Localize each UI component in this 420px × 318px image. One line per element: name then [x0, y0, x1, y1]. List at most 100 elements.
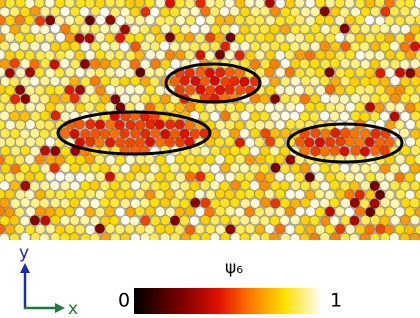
particle: [329, 197, 340, 209]
particle: [264, 32, 275, 43]
particle: [404, 0, 415, 9]
particle: [94, 0, 106, 9]
particle: [249, 214, 261, 226]
particle: [104, 137, 116, 148]
particle: [14, 136, 26, 148]
particle: [34, 85, 45, 96]
particle: [345, 84, 356, 96]
particle: [134, 15, 146, 26]
particle: [79, 197, 90, 209]
particle: [410, 163, 420, 174]
particle: [156, 241, 166, 251]
particle: [350, 93, 361, 104]
particle: [394, 102, 406, 113]
particle: [229, 111, 241, 122]
particle: [4, 224, 16, 235]
particle: [234, 14, 245, 25]
particle: [25, 101, 36, 113]
particle: [159, 197, 171, 209]
particle: [114, 67, 126, 78]
particle: [210, 24, 221, 35]
particle: [99, 23, 110, 35]
particle: [384, 0, 395, 8]
particle: [224, 0, 235, 9]
particle: [119, 93, 131, 105]
particle: [339, 127, 351, 139]
particle: [284, 171, 296, 183]
particle: [319, 180, 331, 192]
particle: [9, 41, 20, 53]
particle: [19, 215, 31, 227]
particle: [354, 101, 366, 113]
particle: [394, 119, 405, 131]
particle: [360, 6, 371, 18]
particle: [259, 93, 270, 105]
particle: [114, 137, 126, 148]
particle: [214, 67, 226, 78]
particle: [159, 40, 170, 52]
particle: [0, 84, 6, 95]
particle: [85, 188, 96, 200]
particle: [354, 172, 365, 183]
particle: [59, 215, 71, 226]
particle: [154, 189, 165, 200]
particle: [29, 41, 41, 52]
particle: [64, 102, 76, 113]
particle: [219, 180, 230, 192]
particle: [39, 180, 51, 192]
particle: [386, 242, 396, 252]
particle: [214, 15, 226, 26]
particle: [274, 50, 286, 61]
particle: [94, 137, 105, 148]
particle: [5, 0, 16, 9]
particle: [405, 119, 416, 130]
particle: [294, 32, 305, 44]
particle: [324, 206, 336, 217]
particle: [285, 119, 296, 130]
particle: [200, 6, 211, 17]
particle: [24, 189, 35, 200]
particle: [290, 198, 301, 209]
particle: [314, 188, 325, 200]
particle: [44, 32, 56, 43]
particle: [309, 233, 320, 240]
particle: [119, 128, 130, 139]
particle: [389, 232, 400, 240]
particle: [39, 145, 51, 156]
particle: [79, 58, 91, 70]
particle: [294, 119, 306, 130]
particle: [254, 101, 265, 113]
particle: [384, 32, 395, 44]
particle: [239, 163, 250, 174]
particle: [104, 50, 116, 61]
particle: [49, 180, 60, 191]
particle: [364, 0, 376, 9]
particle: [219, 197, 230, 209]
particle: [254, 224, 265, 235]
particle: [20, 6, 31, 18]
particle: [44, 84, 56, 96]
particle: [124, 84, 136, 95]
particle: [205, 223, 216, 235]
particle: [224, 14, 235, 26]
particle: [160, 214, 171, 226]
particle: [224, 136, 235, 147]
particle: [379, 58, 390, 70]
particle: [14, 14, 25, 26]
particle: [385, 101, 396, 113]
particle: [175, 172, 186, 183]
particle: [135, 67, 146, 78]
particle: [29, 162, 41, 174]
particle: [389, 198, 401, 209]
particle: [0, 101, 6, 112]
particle: [254, 119, 265, 131]
particle: [139, 180, 151, 191]
particle: [309, 58, 321, 69]
particle: [0, 33, 5, 44]
particle: [394, 67, 406, 78]
particle: [334, 206, 346, 217]
particle: [384, 15, 395, 26]
particle: [174, 224, 185, 236]
particle: [84, 33, 95, 44]
particle: [139, 93, 151, 104]
